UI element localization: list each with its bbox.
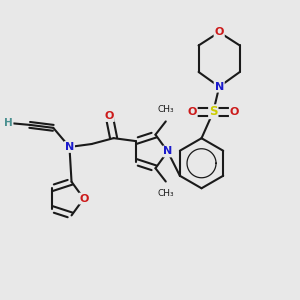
Text: H: H: [4, 118, 13, 128]
Text: N: N: [214, 82, 224, 92]
Text: CH₃: CH₃: [158, 189, 174, 198]
Text: O: O: [79, 194, 88, 204]
Text: O: O: [230, 107, 239, 117]
Text: CH₃: CH₃: [158, 105, 174, 114]
Text: O: O: [214, 27, 224, 37]
Text: N: N: [65, 142, 74, 152]
Text: N: N: [163, 146, 172, 157]
Text: O: O: [104, 111, 114, 121]
Text: O: O: [188, 107, 197, 117]
Text: S: S: [209, 105, 218, 118]
